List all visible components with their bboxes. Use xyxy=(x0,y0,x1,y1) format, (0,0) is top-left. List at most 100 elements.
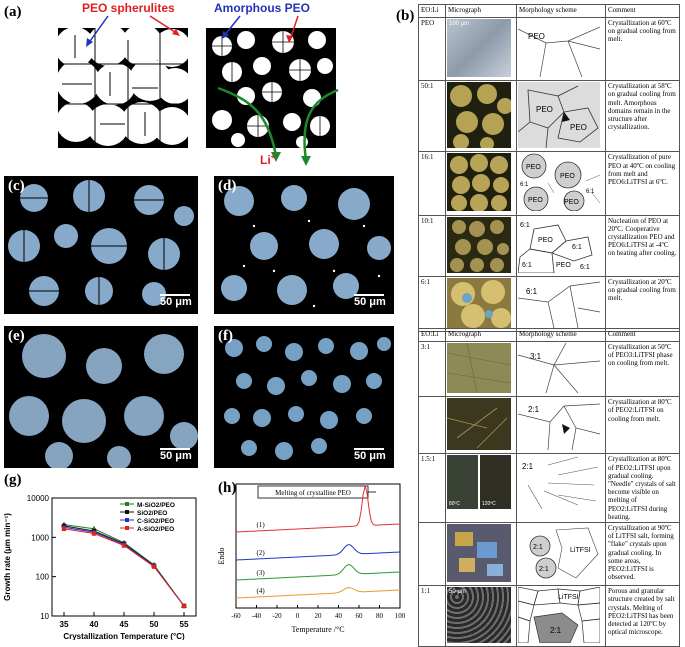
scheme-label: 6:1 xyxy=(520,222,530,229)
scale-text-e: 50 μm xyxy=(160,450,192,462)
row-micrograph xyxy=(445,340,517,398)
row-ratio: 1.5:1 xyxy=(418,453,446,524)
series-curve-3 xyxy=(235,586,401,599)
row-comment: Crystallization at 80ºC of PEO2:LiTFSI u… xyxy=(605,453,680,524)
chart-h: -60 -40 -20 0 20 40 60 80 100 Temperature /°C Endo… xyxy=(217,483,406,634)
x-tick-label: 0 xyxy=(296,612,300,620)
scheme-label: PEO xyxy=(564,199,579,206)
row-scheme: 6:1 xyxy=(516,275,606,333)
y-tick-label: 1000 xyxy=(31,533,49,542)
scheme-label: 3:1 xyxy=(530,352,542,361)
micro-1-1: 50 μm xyxy=(447,587,511,644)
panel-label-c: (c) xyxy=(8,178,25,194)
x-tick-label: 40 xyxy=(335,612,343,620)
legend-marker xyxy=(125,502,129,506)
micrograph-d: (d) 50 μm xyxy=(214,176,394,314)
panel-label-e: (e) xyxy=(8,328,25,344)
scheme-label: PEO xyxy=(536,105,553,114)
x-tick-label: 20 xyxy=(315,612,323,620)
scheme-peo: PEO xyxy=(517,19,601,78)
x-tick-label: 55 xyxy=(180,620,189,629)
row-micrograph: 100 μm xyxy=(445,16,517,82)
scale-text-d: 50 μm xyxy=(354,296,386,308)
label-amorphous-peo: Amorphous PEO xyxy=(214,1,311,15)
micrograph-e: (e) 50 μm xyxy=(4,326,198,468)
micro-label-80: 80ºC xyxy=(449,501,460,508)
micro-10-1 xyxy=(447,216,511,273)
scheme-label: PEO xyxy=(538,237,553,244)
table-header-row: EO:Li Micrograph Morphology scheme Comme… xyxy=(418,4,680,18)
row-ratio xyxy=(418,522,446,587)
data-point xyxy=(151,564,157,569)
scale-bar-d xyxy=(354,294,384,296)
label-peo-spherulites: PEO spherulites xyxy=(82,1,175,15)
scheme-label: 6:1 xyxy=(572,244,582,251)
header-micrograph: Micrograph xyxy=(445,4,517,18)
scheme-1-1: LiTFSI 2:1 xyxy=(517,586,601,644)
scheme-10-1: 6:1 PEO 6:1 6:1 PEO 6:1 xyxy=(517,216,600,274)
series-curve-1 xyxy=(235,543,401,561)
micro-6-1 xyxy=(447,277,511,328)
legend-label: A-SiO2/PEO xyxy=(137,526,174,533)
row-micrograph: 50 μm xyxy=(445,585,517,647)
micro-1-5-1: 80ºC 120ºC xyxy=(447,455,511,510)
table-row: 3:1 3:1 Crystallization at 50ºC of PEO3:… xyxy=(418,340,680,398)
chart-g: 10 100 1000 10000 35 40 45 50 55 Crystallization … xyxy=(3,494,197,640)
row-scheme: LiTFSI 2:1 xyxy=(516,585,606,647)
table-upper: EO:Li Micrograph Morphology scheme Comme… xyxy=(418,4,680,333)
scheme-label: PEO xyxy=(528,197,543,204)
scheme-label: 6:1 xyxy=(586,189,595,195)
series-label: (4) xyxy=(257,587,266,595)
row-comment: Crystallization at 50ºC of PEO3:LiTFSI p… xyxy=(605,340,680,398)
table-row: 50:1 PEO PEO Crystallization at 58ºC on … xyxy=(418,80,680,153)
row-micrograph xyxy=(445,522,517,587)
micro-1-1-scale: 50 μm xyxy=(449,589,466,596)
table-header-row: EO:Li Micrograph Morphology scheme Comme… xyxy=(418,328,680,342)
table-row: 6:1 6:1 Crystallization at 20ºC on gradu… xyxy=(418,275,680,333)
header-comment: Comment xyxy=(605,328,680,342)
data-point xyxy=(181,603,187,609)
table-row: PEO 100 μm PEO Crystallization at 60ºC o… xyxy=(418,16,680,82)
panel-label-f: (f) xyxy=(218,328,233,344)
scheme-label: 2:1 xyxy=(550,626,562,635)
scheme-3-1: 3:1 xyxy=(517,342,601,394)
row-micrograph xyxy=(445,80,517,153)
scheme-50-1: PEO PEO xyxy=(517,82,600,149)
scheme-16-1: PEO PEO 6:1 6:1 PEO PEO xyxy=(518,153,601,212)
row-comment: Crystallization at 20ºC on gradual cooli… xyxy=(605,275,680,333)
series-line-2 xyxy=(63,526,185,607)
row-scheme: PEO PEO xyxy=(516,80,606,153)
series-label: (1) xyxy=(257,521,266,529)
series-curve-0 xyxy=(235,485,401,533)
series-line-1 xyxy=(63,525,185,607)
row-ratio: 10:1 xyxy=(418,214,446,277)
panel-label-d: (d) xyxy=(218,178,237,194)
row-scheme: 2:1 xyxy=(516,453,606,524)
x-tick-label: 45 xyxy=(120,620,129,629)
annotation-text: Melting of crystalline PEO xyxy=(275,489,351,497)
x-tick-label: -60 xyxy=(231,612,241,620)
panel-label-g: (g) xyxy=(4,472,22,488)
x-tick-label: 35 xyxy=(60,620,69,629)
series-line-0 xyxy=(63,524,185,607)
table-b-lower: EO:Li Micrograph Morphology scheme Comme… xyxy=(418,328,680,647)
legend-label: C-SiO2/PEO xyxy=(137,518,174,525)
y-tick-label: 10000 xyxy=(27,494,50,503)
legend-label: SiO2/PEO xyxy=(137,510,167,517)
micro-50-1 xyxy=(447,82,513,152)
header-morphology: Morphology scheme xyxy=(516,328,606,342)
series-label: (3) xyxy=(257,569,266,577)
data-point xyxy=(91,531,97,536)
micro-peo-scale: 100 μm xyxy=(449,21,470,27)
scheme-label: PEO xyxy=(526,164,541,171)
row-micrograph: 80ºC 120ºC xyxy=(445,453,517,524)
x-tick-label: 80 xyxy=(376,612,384,620)
row-scheme: LiTFSI 2:1 2:1 xyxy=(516,522,606,587)
table-row: 1:1 50 μm LiTFSI 2:1 Porous and granular… xyxy=(418,585,680,647)
y-tick-label: 100 xyxy=(36,573,50,582)
row-ratio: PEO xyxy=(418,16,446,82)
scheme-litfsi: LiTFSI 2:1 2:1 xyxy=(518,524,600,583)
micro-16-1 xyxy=(447,153,511,213)
row-scheme: 3:1 xyxy=(516,340,606,398)
x-tick-label: -40 xyxy=(252,612,262,620)
